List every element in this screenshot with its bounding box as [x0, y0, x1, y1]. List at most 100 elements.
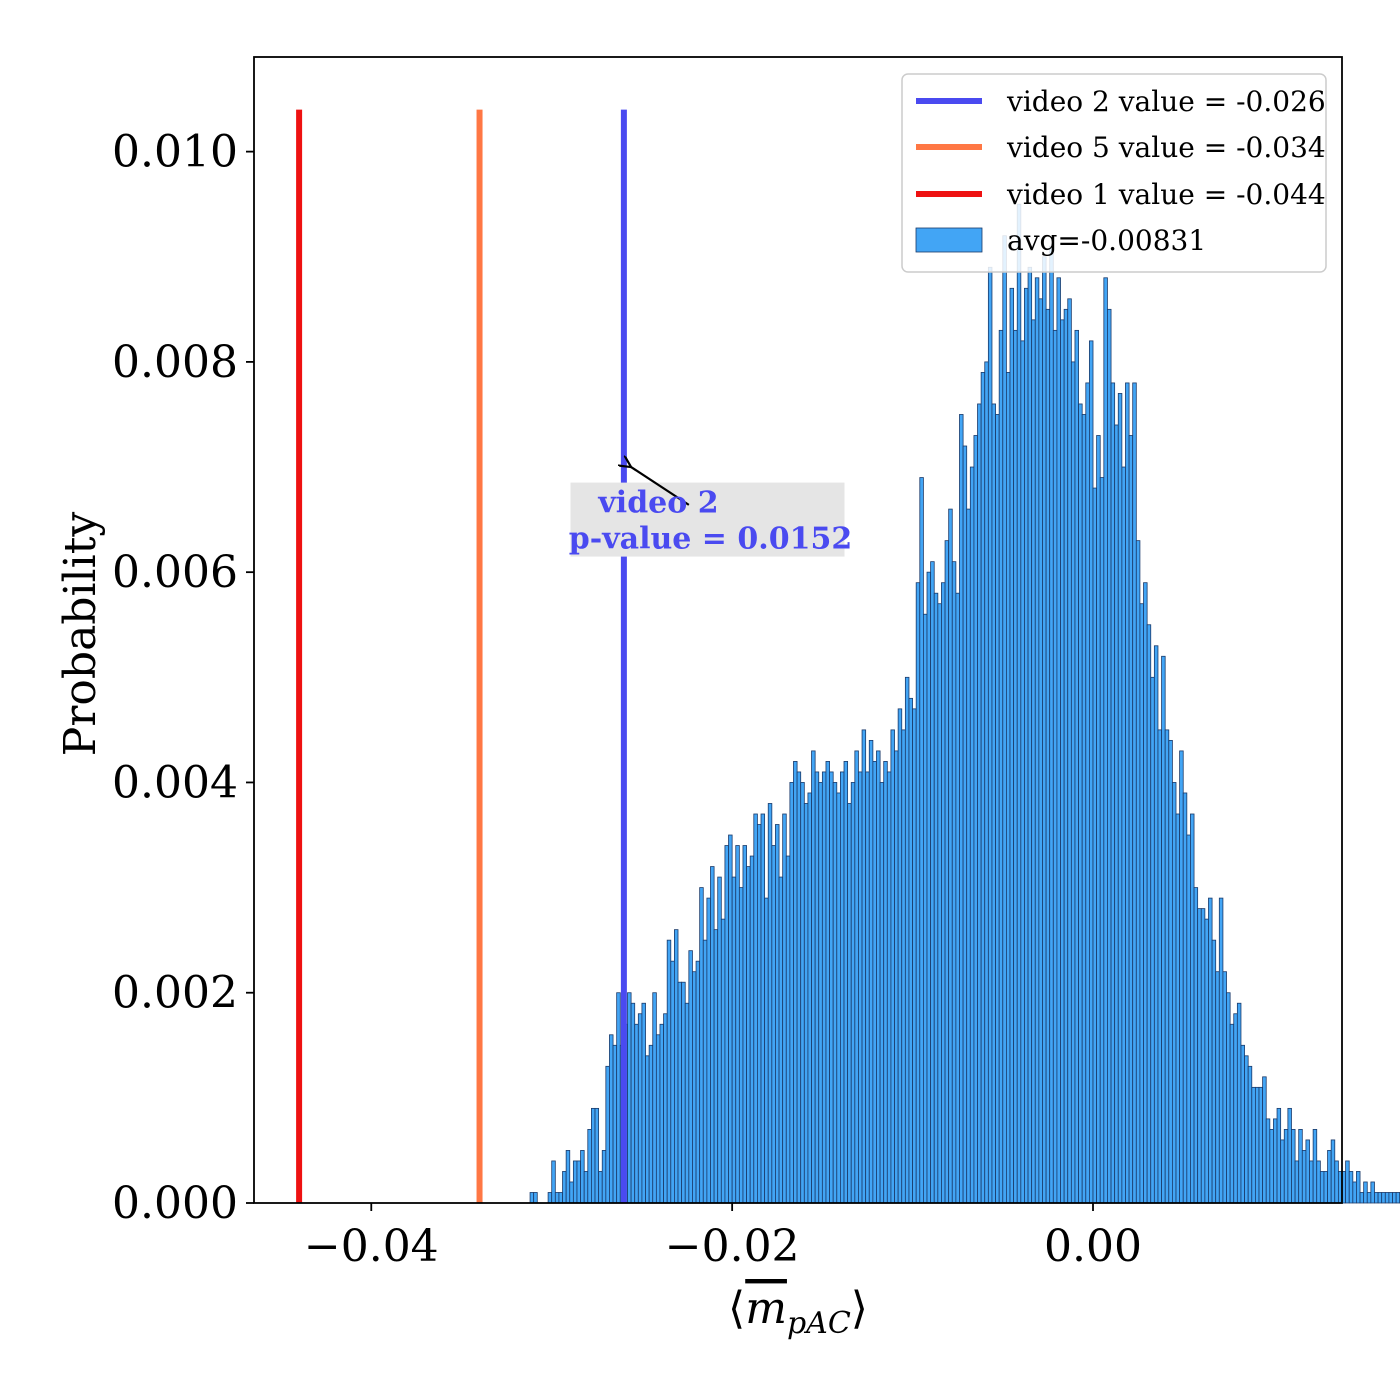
- histogram-bar: [1103, 277, 1108, 1204]
- histogram-bar: [876, 750, 881, 1204]
- histogram-bar: [948, 508, 953, 1204]
- histogram-bar: [634, 1023, 639, 1204]
- histogram-bar: [1240, 1044, 1245, 1204]
- histogram-bar: [710, 866, 715, 1204]
- histogram-bar: [684, 1002, 690, 1204]
- histogram-bar: [894, 750, 899, 1204]
- histogram-bar: [1334, 1160, 1339, 1204]
- histogram-bar: [1013, 329, 1018, 1204]
- histogram-bar: [1211, 939, 1217, 1204]
- histogram-bar: [670, 960, 675, 1204]
- x-label-symbol: m: [745, 1283, 787, 1334]
- histogram-bar: [572, 1160, 578, 1204]
- histogram-bar: [941, 582, 946, 1204]
- histogram-bar: [1330, 1139, 1336, 1204]
- histogram-bar: [1392, 1192, 1397, 1204]
- histogram-bar: [1319, 1171, 1325, 1204]
- histogram-bar: [1143, 582, 1148, 1204]
- histogram-bar: [757, 824, 762, 1204]
- histogram-bar: [764, 897, 769, 1204]
- histogram-bar: [854, 750, 859, 1204]
- value-lines: [296, 109, 627, 1203]
- histogram-bar: [1226, 992, 1231, 1204]
- histogram-bar: [688, 950, 693, 1204]
- histogram-bar: [1291, 1129, 1296, 1204]
- histogram-bar: [995, 414, 1000, 1204]
- histogram-bar: [1265, 1118, 1271, 1204]
- p-value-annotation: video 2 p-value = 0.0152: [569, 467, 852, 557]
- histogram-bar: [1294, 1160, 1300, 1204]
- annotation-title: video 2: [597, 486, 718, 521]
- histogram-bar: [1280, 1139, 1285, 1204]
- histogram-bar: [695, 960, 701, 1204]
- histogram-bar: [1370, 1181, 1375, 1204]
- histogram-bar: [1175, 813, 1181, 1204]
- legend-entry-label: video 5 value = -0.034: [1006, 131, 1326, 164]
- histogram-bar: [612, 1044, 618, 1204]
- histogram-bar: [1074, 329, 1079, 1204]
- histogram-bar: [1359, 1192, 1365, 1204]
- histogram-bar: [1273, 1118, 1278, 1204]
- histogram-bar: [843, 761, 849, 1204]
- histogram-bar: [829, 771, 834, 1204]
- annotation-arrow: [631, 467, 690, 506]
- legend: video 2 value = -0.026 video 5 value = -0…: [901, 73, 1327, 273]
- histogram-bar: [984, 361, 989, 1204]
- histogram-bar: [551, 1160, 556, 1204]
- histogram-bar: [778, 876, 784, 1204]
- histogram-bar: [1254, 1086, 1260, 1204]
- histogram-bar: [760, 813, 766, 1204]
- histogram-bar: [1244, 1055, 1249, 1204]
- histogram-bar: [782, 813, 787, 1204]
- histogram-bar: [1081, 414, 1087, 1204]
- histogram-bar: [879, 782, 885, 1204]
- histogram-bar: [1327, 1150, 1332, 1204]
- histogram-bar: [583, 1171, 589, 1204]
- histogram-bar: [1128, 435, 1134, 1204]
- histogram-bar: [731, 876, 737, 1204]
- histogram-bar: [1096, 435, 1101, 1204]
- histogram-bar: [959, 414, 964, 1204]
- histogram-bar: [1121, 466, 1126, 1204]
- histogram-bar: [1236, 1002, 1242, 1204]
- histogram-bar: [807, 792, 812, 1204]
- histogram-bar: [811, 750, 816, 1204]
- histogram-bar: [1110, 382, 1116, 1204]
- histogram-bar: [1352, 1181, 1357, 1204]
- histogram-bar: [1395, 1192, 1400, 1204]
- histogram-bar: [832, 782, 838, 1204]
- histogram-bar: [601, 1150, 607, 1204]
- histogram-bar: [803, 803, 809, 1204]
- histogram-bar: [1247, 1065, 1253, 1204]
- histogram-bar: [1020, 340, 1025, 1204]
- histogram-bar: [901, 729, 906, 1204]
- histogram-bar: [1384, 1192, 1390, 1204]
- y-tick-label: 0.002: [112, 968, 238, 1019]
- histogram-bar: [980, 372, 986, 1204]
- x-tick-label: −0.02: [665, 1221, 800, 1272]
- histogram-bar: [1182, 792, 1188, 1204]
- histogram-bar: [1356, 1171, 1361, 1204]
- histogram-bar: [1027, 266, 1033, 1204]
- histogram-bar: [1045, 308, 1051, 1204]
- histogram-bar: [868, 739, 874, 1204]
- histogram-bar: [1179, 750, 1184, 1204]
- histogram-bar: [897, 708, 903, 1204]
- y-axis-label: Probability: [55, 512, 106, 757]
- histogram-bar: [789, 782, 794, 1204]
- histogram-bar: [1262, 1076, 1267, 1204]
- histogram-bar: [681, 981, 686, 1204]
- histogram-bar: [1377, 1192, 1383, 1204]
- histogram-bar: [1193, 887, 1199, 1204]
- histogram-bar: [767, 803, 773, 1204]
- histogram-bar: [645, 1055, 650, 1204]
- histogram-bar: [1088, 340, 1094, 1204]
- histogram-bar: [569, 1181, 574, 1204]
- histogram-bar: [1287, 1107, 1292, 1204]
- histogram-bar: [955, 592, 960, 1204]
- legend-bar-swatch: [915, 227, 983, 253]
- histogram-bar: [562, 1171, 567, 1204]
- histogram-bar: [529, 1192, 535, 1204]
- histogram-bar: [1305, 1139, 1310, 1204]
- histogram-bar: [1052, 329, 1058, 1204]
